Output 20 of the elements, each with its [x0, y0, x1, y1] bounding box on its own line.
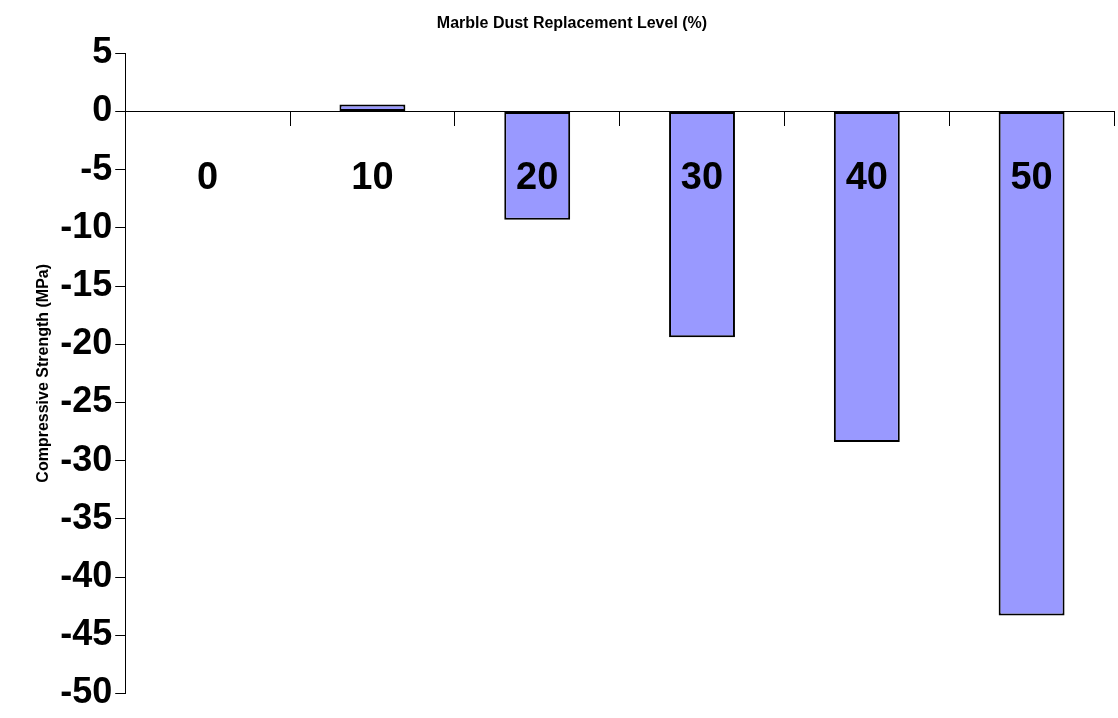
- y-tick-label: -5: [80, 146, 113, 188]
- y-tick-label: 5: [92, 30, 113, 72]
- y-tick-label: -25: [60, 379, 113, 421]
- y-tick-label: -30: [60, 437, 113, 479]
- x-tick-label: 0: [197, 154, 219, 197]
- y-tick-label: -10: [60, 204, 113, 246]
- y-tick-label: -15: [60, 262, 113, 304]
- x-tick-label: 40: [845, 154, 888, 197]
- x-tick-label: 30: [680, 154, 724, 197]
- y-tick-label: -35: [60, 495, 113, 537]
- y-tick-label: -45: [60, 612, 113, 654]
- y-axis-title: Compressive Strength (MPa): [34, 263, 52, 483]
- y-tick-label: -50: [60, 670, 113, 712]
- x-axis-title: Marble Dust Replacement Level (%): [436, 14, 708, 32]
- x-tick-label: 10: [351, 154, 394, 197]
- x-tick-label: 20: [516, 154, 559, 197]
- y-tick-label: -20: [60, 321, 113, 363]
- y-tick-label: 0: [92, 88, 113, 130]
- x-tick-label: 50: [1010, 154, 1053, 197]
- y-tick-label: -40: [60, 553, 113, 595]
